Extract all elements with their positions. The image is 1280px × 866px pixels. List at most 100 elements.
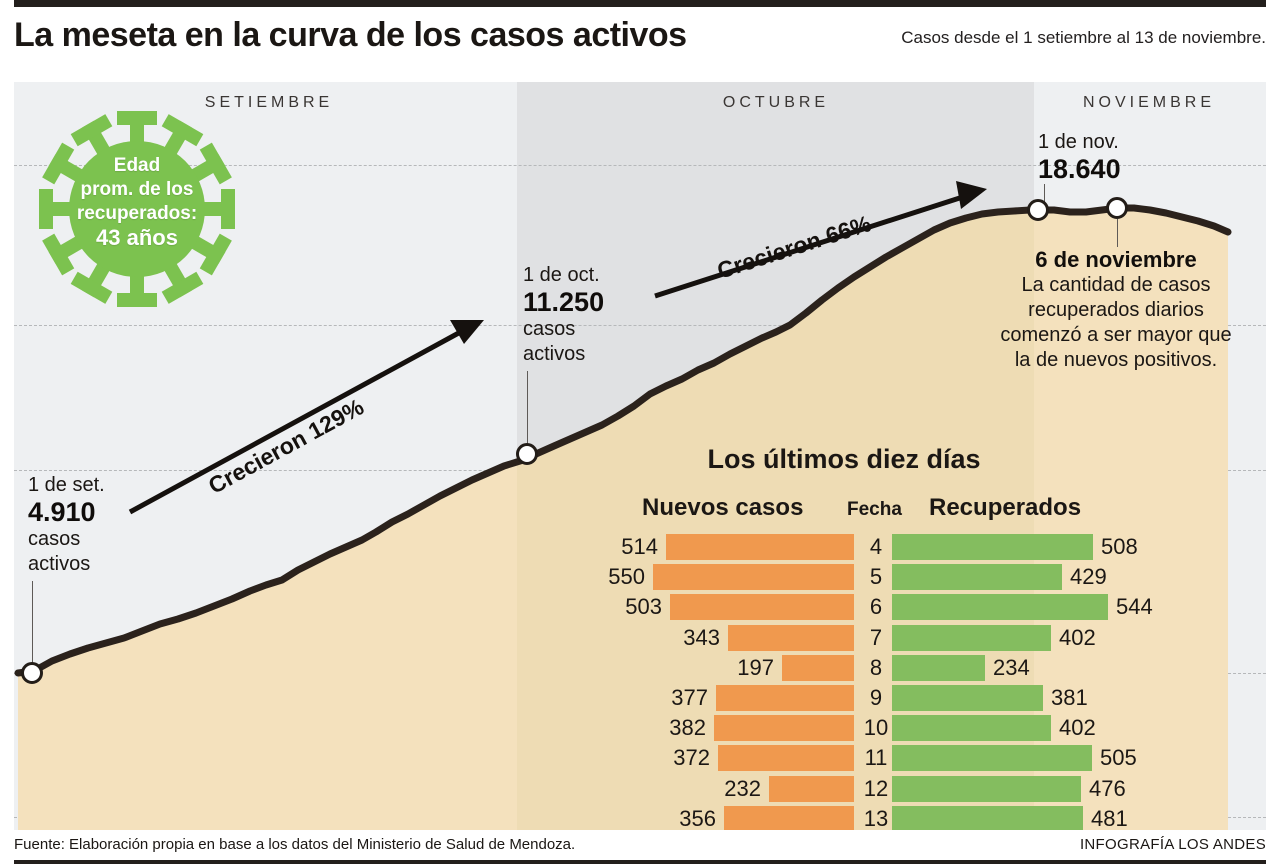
nuevos-casos-bar <box>718 745 854 772</box>
recuperados-bar <box>892 624 1051 651</box>
recuperados-value: 234 <box>993 654 1030 680</box>
nuevos-casos-bar <box>653 564 854 591</box>
curve-marker-1-set <box>21 662 43 684</box>
footer: Fuente: Elaboración propia en base a los… <box>14 832 1266 862</box>
fecha-value: 8 <box>869 654 883 680</box>
fecha-value: 13 <box>863 805 889 830</box>
column-header-fecha: Fecha <box>847 499 902 520</box>
bar-row: 514 4 508 <box>554 532 1174 562</box>
bar-row: 503 6 544 <box>554 592 1174 622</box>
recuperados-bar <box>892 564 1062 591</box>
source-text: Fuente: Elaboración propia en base a los… <box>14 836 576 853</box>
nov-note-line-3: comenzó a ser mayor que <box>1000 324 1232 346</box>
callout-1-octubre: 1 de oct. 11.250 casos activos <box>523 263 604 367</box>
callout-nov-value: 18.640 <box>1038 154 1121 184</box>
fecha-value: 9 <box>869 685 883 710</box>
curve-marker-6-nov <box>1106 197 1128 219</box>
fecha-value: 12 <box>863 775 889 801</box>
month-label-octubre: OCTUBRE <box>722 94 830 111</box>
recuperados-bar <box>892 685 1043 711</box>
curve-marker-1-nov <box>1027 199 1049 221</box>
bar-row: 382 10 402 <box>554 713 1174 743</box>
page-title: La meseta en la curva de los casos activ… <box>14 16 687 54</box>
gridline <box>14 165 1266 166</box>
nuevos-casos-value: 382 <box>669 715 706 741</box>
bar-rows-container: 514 4 508 550 5 429 503 6 544 343 7 402 197 8 234 377 9 3… <box>554 532 1174 830</box>
nov-note-title: 6 de noviembre <box>1035 247 1197 272</box>
virus-badge: Edad prom. de los recuperados: 43 años <box>32 104 242 314</box>
callout-1-setiembre: 1 de set. 4.910 casos activos <box>28 473 105 577</box>
nov-note-line-1: La cantidad de casos <box>1021 274 1211 296</box>
recuperados-value: 402 <box>1059 715 1096 741</box>
bars-title: Los últimos diez días <box>707 444 981 474</box>
recuperados-value: 476 <box>1089 775 1126 801</box>
nuevos-casos-value: 372 <box>673 745 710 771</box>
nuevos-casos-bar <box>782 654 854 681</box>
recuperados-value: 381 <box>1051 685 1088 710</box>
virus-line-2: prom. de los <box>80 179 194 200</box>
virus-line-4: 43 años <box>96 225 178 250</box>
nuevos-casos-value: 197 <box>737 654 774 680</box>
callout-oct-sub2: activos <box>523 343 586 365</box>
fecha-value: 7 <box>869 624 883 650</box>
chart-canvas: SETIEMBRE OCTUBRE NOVIEMBRE <box>14 82 1266 830</box>
header: La meseta en la curva de los casos activ… <box>14 16 1266 72</box>
nuevos-casos-value: 503 <box>625 594 662 620</box>
callout-oct-leader <box>527 371 528 444</box>
nuevos-casos-bar <box>666 534 854 560</box>
recuperados-value: 508 <box>1101 534 1138 559</box>
virus-badge-text: Edad prom. de los recuperados: 43 años <box>58 154 216 250</box>
nuevos-casos-value: 377 <box>671 685 708 710</box>
recuperados-bar <box>892 594 1108 621</box>
callout-nov-leader <box>1044 184 1045 208</box>
credit-text: INFOGRAFÍA LOS ANDES <box>1079 836 1266 853</box>
gridline <box>14 325 1266 326</box>
bar-row: 197 8 234 <box>554 653 1174 683</box>
header-subtitle: Casos desde el 1 setiembre al 13 de novi… <box>901 28 1266 47</box>
fecha-value: 5 <box>869 564 883 590</box>
fecha-value: 11 <box>864 745 888 771</box>
top-rule <box>14 0 1266 7</box>
fecha-value: 6 <box>869 594 883 620</box>
recuperados-value: 505 <box>1100 745 1137 771</box>
nov-note: 6 de noviembre La cantidad de casos recu… <box>966 246 1266 373</box>
growth-arrow-2 <box>654 181 987 299</box>
fecha-value: 10 <box>863 715 889 741</box>
active-cases-area-chart <box>14 181 1232 830</box>
bar-row: 232 12 476 <box>554 774 1174 804</box>
nov-note-line-2: recuperados diarios <box>1028 299 1204 321</box>
recuperados-bar <box>892 654 985 681</box>
recuperados-bar <box>892 534 1093 560</box>
nuevos-casos-value: 514 <box>621 534 658 559</box>
recuperados-value: 402 <box>1059 624 1096 650</box>
callout-set-leader <box>32 581 33 663</box>
bar-row: 372 11 505 <box>554 743 1174 773</box>
virus-line-3: recuperados: <box>76 203 198 224</box>
recuperados-value: 544 <box>1116 594 1153 620</box>
virus-icon <box>39 111 235 307</box>
callout-set-value: 4.910 <box>28 497 96 527</box>
nuevos-casos-bar <box>769 775 854 802</box>
bar-row: 343 7 402 <box>554 623 1174 653</box>
callout-oct-sub1: casos <box>523 318 576 340</box>
last-ten-days-panel: Los últimos diez días Nuevos casos Fecha… <box>554 444 1174 830</box>
column-header-nuevos-casos: Nuevos casos <box>642 494 804 521</box>
nov-note-line-4: la de nuevos positivos. <box>1014 349 1218 371</box>
nuevos-casos-bar <box>670 594 854 621</box>
recuperados-value: 429 <box>1070 564 1107 590</box>
nuevos-casos-bar <box>724 805 854 830</box>
bar-row: 550 5 429 <box>554 562 1174 592</box>
callout-oct-value: 11.250 <box>523 287 605 317</box>
bottom-rule <box>14 860 1266 864</box>
nov-note-leader <box>1117 219 1118 247</box>
bar-row: 356 13 481 <box>554 804 1174 830</box>
bar-row: 377 9 381 <box>554 683 1174 713</box>
nuevos-casos-bar <box>716 685 854 711</box>
virus-line-1: Edad <box>113 155 161 176</box>
nuevos-casos-value: 550 <box>608 564 645 590</box>
callout-set-sub1: casos <box>28 528 81 550</box>
curve-marker-1-oct <box>516 443 538 465</box>
nuevos-casos-value: 343 <box>683 624 720 650</box>
fecha-value: 4 <box>869 534 883 559</box>
